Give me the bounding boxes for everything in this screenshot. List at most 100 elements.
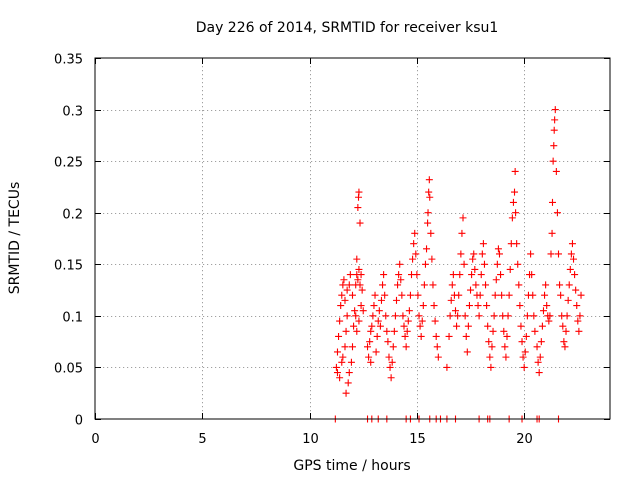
data-point xyxy=(530,312,538,320)
data-point xyxy=(456,271,464,279)
data-point xyxy=(367,358,375,366)
data-point xyxy=(369,312,377,320)
data-point xyxy=(514,260,522,268)
data-point xyxy=(417,332,425,340)
data-point xyxy=(550,142,558,150)
data-point xyxy=(446,312,454,320)
data-point xyxy=(371,291,379,299)
data-point xyxy=(471,265,479,273)
data-point xyxy=(537,338,545,346)
data-point xyxy=(346,271,354,279)
data-point xyxy=(463,348,471,356)
data-point xyxy=(469,255,477,263)
data-point xyxy=(425,188,433,196)
x-tick-label: 5 xyxy=(198,432,206,447)
data-point xyxy=(421,260,429,268)
y-axis: 0 0.05 0.1 0.15 0.2 0.25 0.3 0.35 xyxy=(54,53,610,429)
data-point xyxy=(345,369,353,377)
data-point xyxy=(487,363,495,371)
data-point xyxy=(350,322,358,330)
x-axis-label: GPS time / hours xyxy=(293,458,410,474)
y-tick-label: 0.35 xyxy=(54,53,83,68)
data-point xyxy=(429,281,437,289)
data-point xyxy=(356,219,364,227)
data-point xyxy=(501,343,509,351)
data-point xyxy=(426,193,434,201)
data-points xyxy=(331,106,585,423)
data-point xyxy=(478,250,486,258)
data-point xyxy=(399,312,407,320)
data-point xyxy=(527,250,535,258)
data-point xyxy=(452,307,459,315)
chart-title: Day 226 of 2014, SRMTID for receiver ksu… xyxy=(196,20,499,36)
y-tick-label: 0.25 xyxy=(54,156,83,171)
data-point xyxy=(457,250,465,258)
data-point xyxy=(564,296,572,304)
data-point xyxy=(548,229,556,237)
data-point xyxy=(555,250,562,258)
data-point xyxy=(474,302,482,310)
data-point xyxy=(431,317,439,325)
data-point xyxy=(511,167,519,175)
data-point xyxy=(349,343,356,351)
data-point xyxy=(567,250,575,258)
data-point xyxy=(418,317,426,325)
data-point xyxy=(511,188,519,196)
y-tick-label: 0.05 xyxy=(54,362,83,377)
data-point xyxy=(353,327,361,335)
y-tick-label: 0.2 xyxy=(62,208,83,223)
data-point xyxy=(508,214,516,222)
data-point xyxy=(355,265,363,273)
data-point xyxy=(354,276,362,284)
data-point xyxy=(505,291,513,299)
data-point xyxy=(342,327,350,335)
data-point xyxy=(494,245,502,253)
data-point xyxy=(520,363,528,371)
data-point xyxy=(448,281,456,289)
data-point xyxy=(563,312,571,320)
data-point xyxy=(571,271,579,279)
data-point xyxy=(351,307,359,315)
data-point xyxy=(551,106,559,114)
data-point xyxy=(576,312,584,320)
data-point xyxy=(568,240,576,248)
data-point xyxy=(498,291,506,299)
data-point xyxy=(396,260,404,268)
data-point xyxy=(430,302,438,310)
data-point xyxy=(339,281,347,289)
data-point xyxy=(406,291,414,299)
data-point xyxy=(459,214,467,222)
x-tick-label: 15 xyxy=(409,432,426,447)
data-point xyxy=(343,312,351,320)
data-point xyxy=(390,327,398,335)
data-point xyxy=(509,198,517,206)
data-point xyxy=(493,260,501,268)
data-point xyxy=(353,255,361,263)
data-point xyxy=(454,312,462,320)
x-tick-label: 20 xyxy=(516,432,533,447)
data-point xyxy=(542,281,550,289)
data-point xyxy=(388,358,396,366)
data-point xyxy=(370,302,378,310)
data-point xyxy=(468,271,476,279)
data-point xyxy=(366,338,374,346)
data-point xyxy=(503,332,511,340)
data-point xyxy=(470,250,478,258)
data-point xyxy=(519,353,527,361)
data-point xyxy=(337,302,345,310)
data-point xyxy=(445,332,453,340)
data-point xyxy=(500,327,508,335)
data-point xyxy=(491,291,499,299)
data-point xyxy=(345,281,353,289)
data-point xyxy=(517,322,525,330)
data-point xyxy=(387,374,395,382)
data-point xyxy=(497,271,505,279)
data-point xyxy=(336,374,344,382)
data-point xyxy=(340,276,348,284)
data-point xyxy=(455,291,463,299)
data-point xyxy=(560,338,568,346)
data-point xyxy=(460,260,468,268)
plot-frame xyxy=(94,57,611,420)
data-point xyxy=(372,348,380,356)
data-point xyxy=(529,291,537,299)
